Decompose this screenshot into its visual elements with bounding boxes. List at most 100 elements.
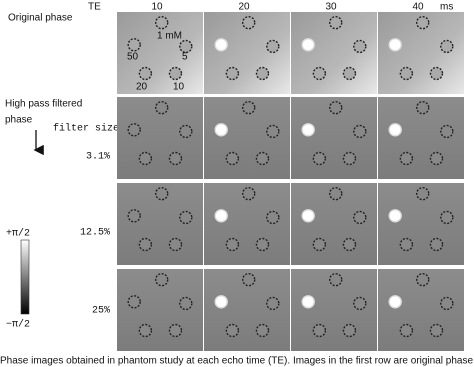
vial	[312, 323, 327, 338]
vial	[225, 323, 240, 338]
filtered-label: phase	[5, 115, 33, 126]
colorbar-max: +π/2	[6, 228, 30, 240]
vial	[342, 237, 357, 252]
vial	[214, 38, 228, 52]
vial	[168, 151, 183, 166]
vial	[127, 123, 141, 137]
echo-time: 20	[238, 2, 250, 13]
vial	[440, 296, 454, 311]
vial	[255, 66, 270, 81]
vial	[266, 124, 280, 139]
vial	[255, 237, 270, 252]
vial	[168, 237, 183, 252]
te-label: TE	[88, 2, 101, 13]
vial	[242, 186, 256, 201]
echo-time: 10	[151, 2, 163, 13]
vial	[225, 151, 240, 166]
vial	[179, 296, 193, 311]
vial	[329, 100, 343, 115]
echo-time: 30	[325, 2, 337, 13]
vial	[353, 296, 367, 311]
vial	[155, 100, 169, 115]
filtered-label: High pass filtered	[5, 99, 82, 110]
vial	[168, 323, 183, 338]
vial	[168, 66, 183, 81]
vial	[429, 323, 444, 338]
concentration-label: 50	[127, 52, 139, 63]
vial	[353, 124, 367, 139]
vial	[440, 124, 454, 139]
row-label: Original phase	[8, 13, 73, 24]
vial	[388, 38, 402, 52]
vial	[353, 39, 367, 54]
vial	[342, 66, 357, 81]
vial	[138, 66, 153, 81]
vial	[312, 237, 327, 252]
vial	[399, 237, 414, 252]
vial	[416, 15, 430, 30]
echo-time: 40	[412, 2, 424, 13]
vial	[242, 100, 256, 115]
vial	[225, 66, 240, 81]
vial	[329, 186, 343, 201]
vial	[155, 272, 169, 287]
vial	[242, 15, 256, 30]
vial	[399, 323, 414, 338]
vial	[342, 323, 357, 338]
vial	[138, 323, 153, 338]
vial	[440, 210, 454, 225]
vial	[388, 209, 402, 223]
vial	[312, 151, 327, 166]
row-label: 25%	[92, 306, 110, 317]
vial	[127, 209, 141, 223]
vial	[399, 66, 414, 81]
vial	[179, 210, 193, 225]
vial	[429, 151, 444, 166]
vial	[138, 151, 153, 166]
vial	[353, 210, 367, 225]
vial	[429, 66, 444, 81]
vial	[301, 38, 315, 52]
vial	[266, 296, 280, 311]
colorbar	[20, 239, 30, 315]
vial	[301, 209, 315, 223]
vial	[179, 124, 193, 139]
vial	[312, 66, 327, 81]
filter-size-label: filter size	[53, 123, 119, 135]
concentration-label: 5	[182, 52, 188, 63]
vial	[301, 123, 315, 137]
vial	[255, 323, 270, 338]
vial	[225, 237, 240, 252]
unit-label: ms	[440, 2, 453, 13]
vial	[179, 39, 193, 54]
vial	[388, 295, 402, 309]
colorbar-min: −π/2	[6, 319, 30, 331]
vial	[416, 186, 430, 201]
vial	[266, 210, 280, 225]
concentration-label: 20	[136, 82, 148, 93]
vial	[138, 237, 153, 252]
vial	[266, 39, 280, 54]
vial	[416, 100, 430, 115]
vial	[214, 123, 228, 137]
vial	[440, 39, 454, 54]
vial	[127, 295, 141, 309]
vial	[301, 295, 315, 309]
caption: Phase images obtained in phantom study a…	[0, 356, 474, 367]
vial	[329, 272, 343, 287]
vial	[416, 272, 430, 287]
concentration-label: 1 mM	[157, 31, 182, 42]
vial	[429, 237, 444, 252]
row-label: 3.1%	[86, 152, 110, 163]
vial	[342, 151, 357, 166]
vial	[155, 15, 169, 30]
vial	[329, 15, 343, 30]
vial	[255, 151, 270, 166]
concentration-label: 10	[173, 82, 185, 93]
vial	[388, 123, 402, 137]
vial	[399, 151, 414, 166]
vial	[155, 186, 169, 201]
vial	[127, 38, 141, 52]
vial	[214, 209, 228, 223]
